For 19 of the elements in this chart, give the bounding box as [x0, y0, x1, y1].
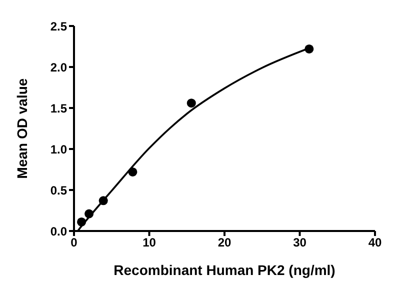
point [98, 196, 108, 206]
x-axis-title: Recombinant Human PK2 (ng/ml) [114, 262, 336, 278]
y-tick-label: 1.5 [50, 101, 68, 116]
y-tick-label: 2.5 [50, 19, 68, 34]
x-tick-label: 40 [368, 236, 382, 250]
point [84, 209, 94, 218]
point [77, 217, 86, 226]
point [128, 167, 138, 176]
x-tick-label: 20 [218, 236, 232, 250]
y-axis-title: Mean OD value [14, 78, 30, 179]
y-tick-label: 2.0 [50, 60, 68, 74]
point [186, 98, 196, 108]
x-tick-label: 10 [142, 236, 156, 250]
y-tick-label: 0.5 [50, 183, 68, 198]
x-tick-label: 30 [293, 236, 307, 250]
point [304, 44, 314, 54]
x-tick-label: 0 [70, 236, 78, 250]
y-tick-label: 1.0 [50, 142, 68, 156]
y-tick-label: 0.0 [50, 224, 68, 238]
